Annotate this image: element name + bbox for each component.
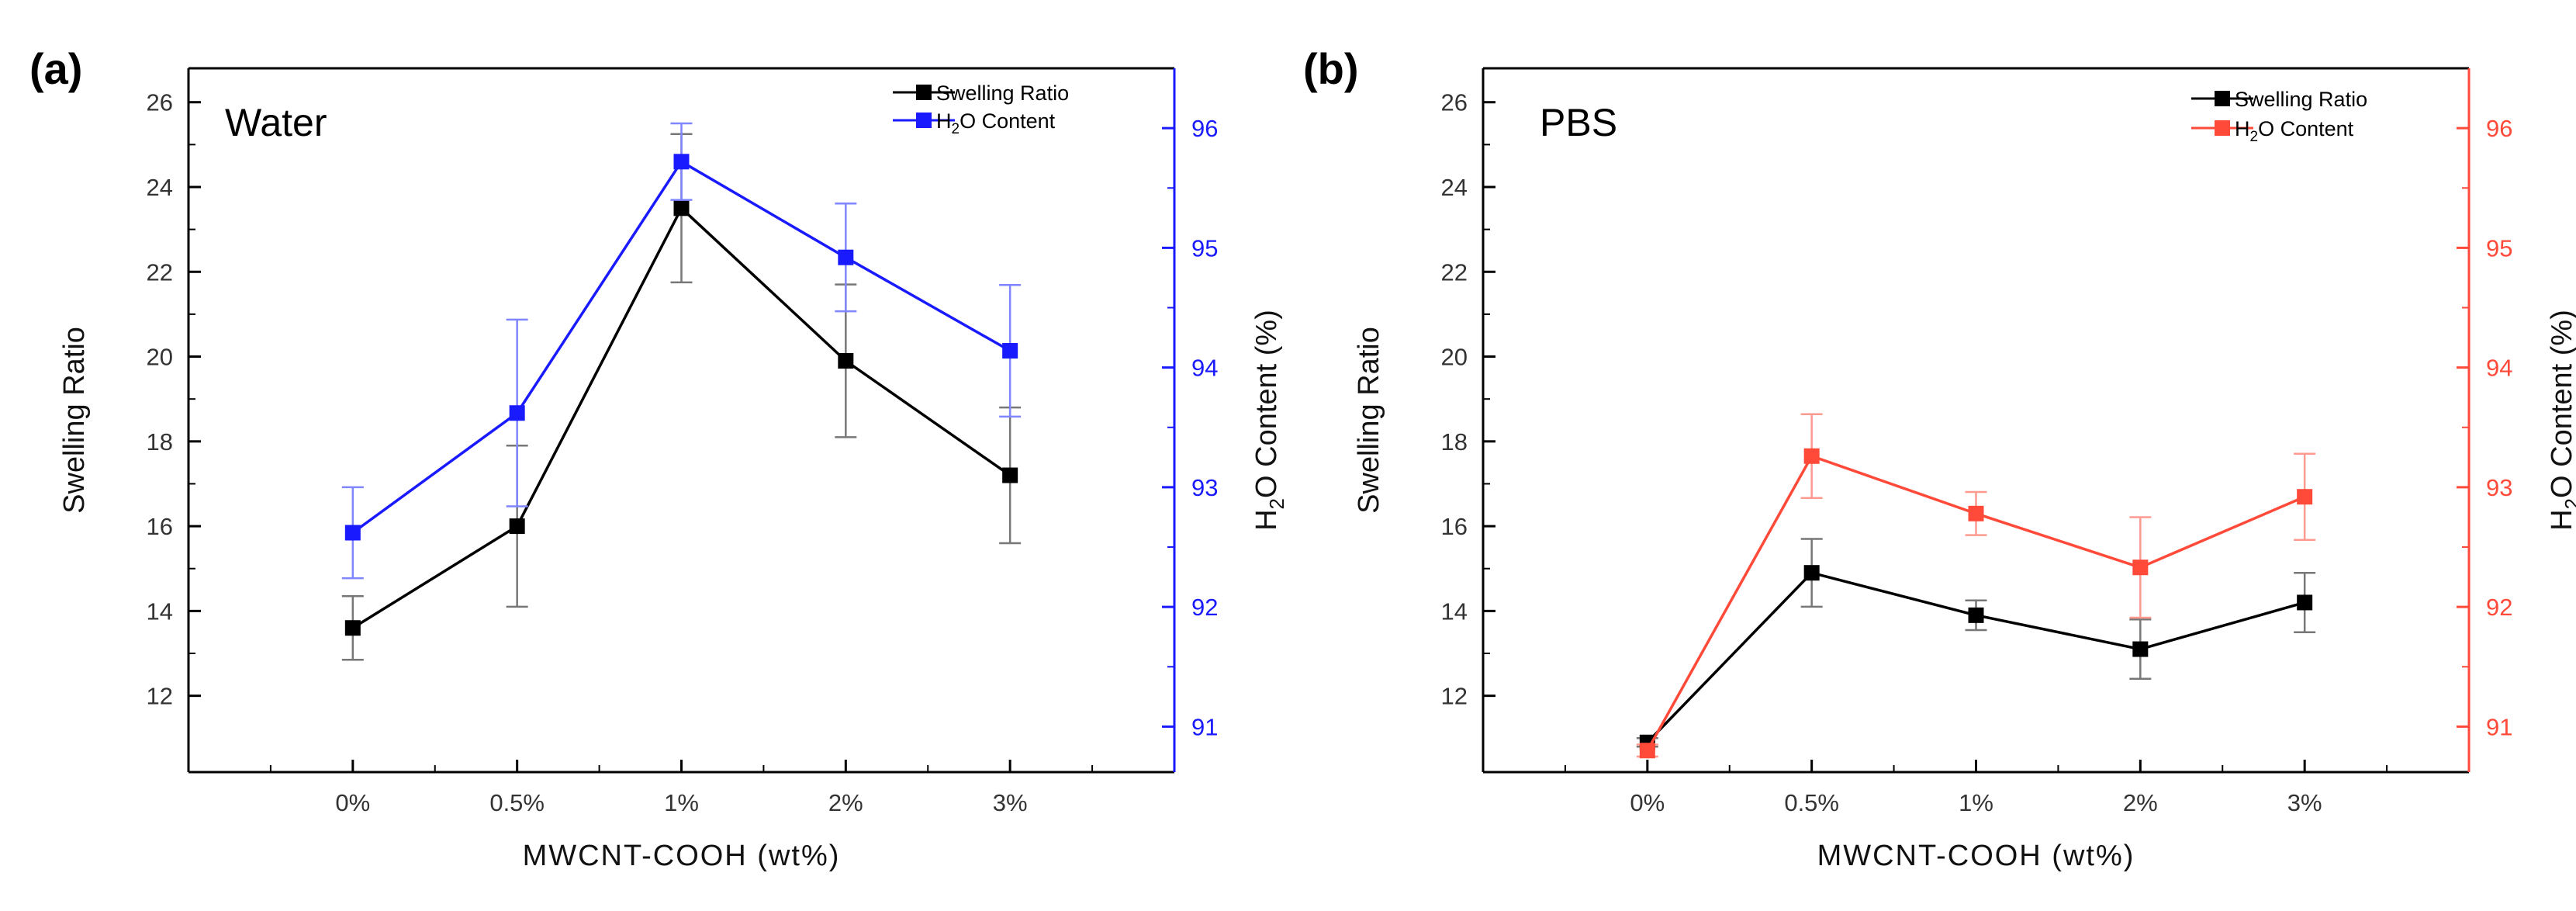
legend-label-subscript: 2	[2250, 129, 2259, 145]
data-point	[2132, 559, 2149, 576]
data-point	[1002, 467, 1018, 483]
data-point	[1968, 607, 1984, 623]
data-point	[1639, 743, 1655, 759]
left-tick-label: 16	[147, 513, 173, 540]
left-tick-label: 24	[147, 174, 173, 201]
legend-label-subscript: 2	[952, 121, 960, 137]
left-tick-label: 26	[1441, 89, 1468, 116]
x-tick-label: 2%	[2123, 789, 2158, 816]
legend-label-part: O Content	[2258, 117, 2354, 140]
x-axis-title: MWCNT-COOH (wt%)	[523, 840, 841, 872]
right-axis-title: H2O Content (%)	[2546, 310, 2576, 531]
data-point	[1803, 565, 1820, 581]
left-axis-title: Swelling Ratio	[1353, 327, 1385, 514]
data-point	[1803, 448, 1820, 464]
legend-label-part: H	[2235, 117, 2250, 140]
data-point	[509, 518, 525, 535]
data-point	[1968, 505, 1984, 521]
series-swelling-ratio	[1636, 538, 2316, 750]
series-h2o-content	[341, 122, 1022, 580]
left-tick-label: 12	[147, 683, 173, 710]
left-tick-label: 18	[1441, 428, 1468, 456]
left-tick-label: 16	[1441, 513, 1468, 540]
right-axis-title-part: H	[1250, 509, 1283, 530]
legend-swatch-marker	[916, 85, 932, 100]
right-tick-label: 96	[2486, 115, 2512, 142]
x-tick-label: 3%	[993, 789, 1028, 816]
right-tick-label: 93	[1191, 474, 1218, 501]
legend-label: Swelling Ratio	[936, 81, 1069, 105]
series-swelling-ratio	[341, 133, 1022, 661]
series-h2o-content	[1636, 413, 2316, 759]
legend-swatch-marker	[916, 113, 932, 128]
right-axis-title-part: O Content (%)	[2546, 310, 2576, 498]
right-tick-label: 94	[2486, 355, 2512, 382]
legend-label: Swelling Ratio	[2235, 88, 2367, 111]
right-tick-label: 92	[1191, 594, 1218, 621]
right-tick-label: 95	[2486, 234, 2512, 262]
data-point	[344, 620, 361, 636]
x-tick-label: 3%	[2287, 789, 2322, 816]
left-tick-label: 14	[1441, 598, 1468, 625]
panel-annotation: PBS	[1540, 101, 1617, 144]
right-tick-label: 94	[1191, 355, 1218, 382]
right-axis-title-subscript: 2	[1265, 498, 1288, 509]
legend-swatch-marker	[2215, 120, 2230, 136]
data-point	[344, 525, 361, 541]
x-tick-label: 1%	[664, 789, 699, 816]
left-tick-label: 18	[147, 428, 173, 456]
left-tick-label: 26	[147, 89, 173, 116]
data-point	[838, 249, 854, 265]
right-tick-label: 91	[2486, 713, 2512, 740]
right-tick-label: 95	[1191, 234, 1218, 262]
left-tick-label: 22	[1441, 258, 1468, 286]
x-tick-label: 1%	[1959, 789, 1993, 816]
legend-label: H2O Content	[936, 109, 1056, 137]
legend-label-part: H	[936, 109, 952, 133]
left-tick-label: 20	[1441, 344, 1468, 371]
data-point	[1002, 343, 1018, 359]
data-point	[2297, 594, 2313, 611]
left-axis-title: Swelling Ratio	[58, 327, 91, 514]
left-tick-label: 12	[1441, 683, 1468, 710]
left-tick-label: 24	[1441, 174, 1468, 201]
x-axis-title: MWCNT-COOH (wt%)	[1817, 840, 2135, 872]
x-tick-label: 0%	[1630, 789, 1665, 816]
right-axis-title-subscript: 2	[2560, 498, 2576, 509]
legend-label: H2O Content	[2235, 117, 2354, 145]
right-axis-title-part: O Content (%)	[1250, 310, 1283, 498]
panel-annotation: Water	[225, 101, 327, 144]
data-point	[838, 353, 854, 369]
left-tick-label: 20	[147, 344, 173, 371]
data-point	[2132, 641, 2149, 657]
left-tick-label: 14	[147, 598, 173, 625]
panel-label: (b)	[1303, 44, 1359, 93]
x-tick-label: 0%	[335, 789, 370, 816]
right-tick-label: 91	[1191, 713, 1218, 740]
x-tick-label: 0.5%	[1784, 789, 1839, 816]
right-tick-label: 93	[2486, 474, 2512, 501]
right-axis-title: H2O Content (%)	[1250, 310, 1288, 531]
legend-label-part: O Content	[960, 109, 1056, 133]
legend-swatch-marker	[2215, 91, 2230, 106]
data-point	[509, 405, 525, 421]
panel-label: (a)	[29, 44, 82, 93]
data-point	[673, 154, 690, 170]
data-point	[2297, 489, 2313, 505]
left-tick-label: 22	[147, 258, 173, 286]
data-point	[673, 200, 690, 216]
right-axis-title-part: H	[2546, 509, 2576, 530]
x-tick-label: 0.5%	[489, 789, 545, 816]
right-tick-label: 92	[2486, 594, 2512, 621]
x-tick-label: 2%	[828, 789, 863, 816]
right-tick-label: 96	[1191, 115, 1218, 142]
